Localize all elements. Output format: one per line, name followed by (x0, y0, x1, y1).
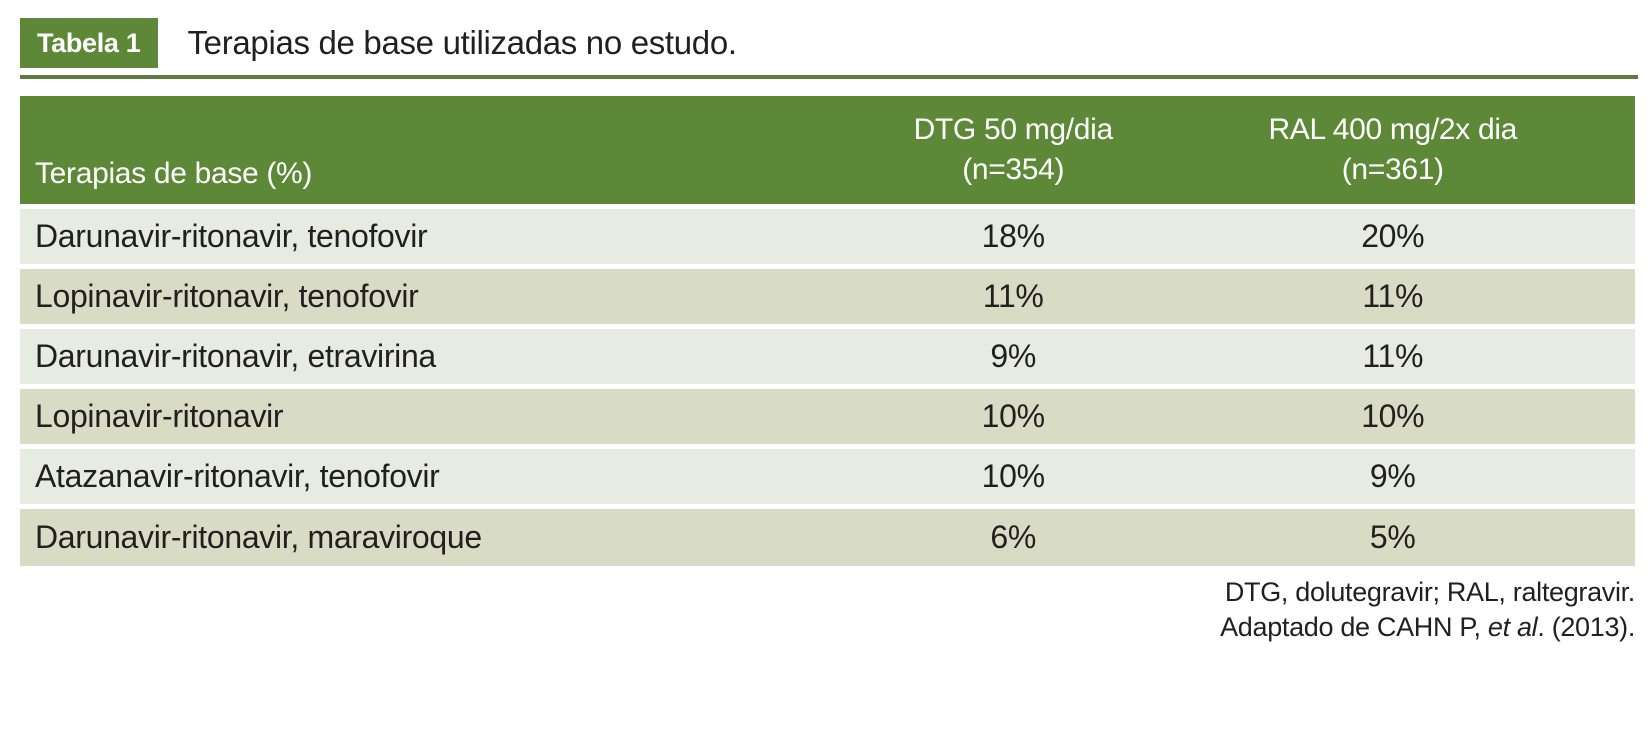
footnotes: DTG, dolutegravir; RAL, raltegravir. Ada… (0, 575, 1635, 645)
table-title: Terapias de base utilizadas no estudo. (187, 24, 738, 61)
therapy-name-cell: Lopinavir-ritonavir, tenofovir (35, 277, 419, 314)
column-header-dtg-line1: DTG 50 mg/dia (913, 113, 1114, 147)
base-therapies-table: Terapias de base (%) DTG 50 mg/dia (n=35… (20, 96, 1635, 566)
caption-divider (20, 75, 1638, 79)
table-figure: Tabela 1 Terapias de base utilizadas no … (0, 18, 1650, 645)
table-row: Lopinavir-ritonavir, tenofovir 11% 11% (20, 266, 1635, 326)
therapy-name-cell: Atazanavir-ritonavir, tenofovir (35, 457, 440, 494)
column-header-therapies: Terapias de base (%) (20, 96, 876, 206)
caption: Tabela 1 Terapias de base utilizadas no … (20, 18, 1635, 68)
footnote-source-prefix: Adaptado de CAHN P, (1220, 612, 1488, 643)
footnote-abbreviations: DTG, dolutegravir; RAL, raltegravir. (1224, 577, 1635, 607)
table-number-badge: Tabela 1 (20, 18, 158, 68)
table-row: Darunavir-ritonavir, etravirina 9% 11% (20, 326, 1635, 386)
footnote-source: Adaptado de CAHN P, et al. (2013). (0, 610, 1635, 645)
footnote-source-suffix: . (2013). (1537, 612, 1635, 643)
dtg-value-cell: 10% (981, 397, 1045, 434)
header-row: Terapias de base (%) DTG 50 mg/dia (n=35… (20, 96, 1635, 206)
table-row: Darunavir-ritonavir, tenofovir 18% 20% (20, 206, 1635, 266)
ral-value-cell: 10% (1361, 397, 1425, 434)
table-row: Darunavir-ritonavir, maraviroque 6% 5% (20, 506, 1635, 566)
dtg-value-cell: 18% (981, 217, 1045, 254)
ral-value-cell: 5% (1369, 518, 1416, 555)
ral-value-cell: 11% (1362, 337, 1424, 374)
column-header-dtg: DTG 50 mg/dia (n=354) (875, 96, 1151, 206)
table-row: Lopinavir-ritonavir 10% 10% (20, 386, 1635, 446)
column-header-ral-line2: (n=361) (1341, 152, 1444, 186)
therapy-name-cell: Darunavir-ritonavir, tenofovir (35, 217, 428, 254)
therapy-name-cell: Darunavir-ritonavir, maraviroque (35, 518, 482, 555)
dtg-value-cell: 10% (981, 457, 1045, 494)
footnote-source-italic: et al (1487, 612, 1538, 643)
table-row: Atazanavir-ritonavir, tenofovir 10% 9% (20, 446, 1635, 506)
dtg-value-cell: 9% (990, 337, 1037, 374)
ral-value-cell: 20% (1361, 217, 1425, 254)
ral-value-cell: 9% (1369, 457, 1416, 494)
dtg-value-cell: 6% (990, 518, 1037, 555)
ral-value-cell: 11% (1362, 277, 1424, 314)
therapy-name-cell: Darunavir-ritonavir, etravirina (35, 337, 436, 374)
therapy-name-cell: Lopinavir-ritonavir (35, 397, 284, 434)
column-header-dtg-line2: (n=354) (962, 152, 1065, 186)
column-header-ral-line1: RAL 400 mg/2x dia (1268, 113, 1518, 147)
column-header-ral: RAL 400 mg/2x dia (n=361) (1150, 96, 1635, 206)
dtg-value-cell: 11% (982, 277, 1044, 314)
